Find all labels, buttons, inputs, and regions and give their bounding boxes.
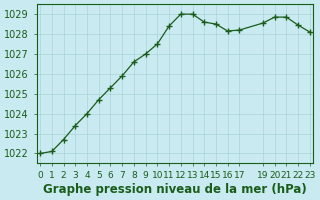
X-axis label: Graphe pression niveau de la mer (hPa): Graphe pression niveau de la mer (hPa): [43, 183, 307, 196]
